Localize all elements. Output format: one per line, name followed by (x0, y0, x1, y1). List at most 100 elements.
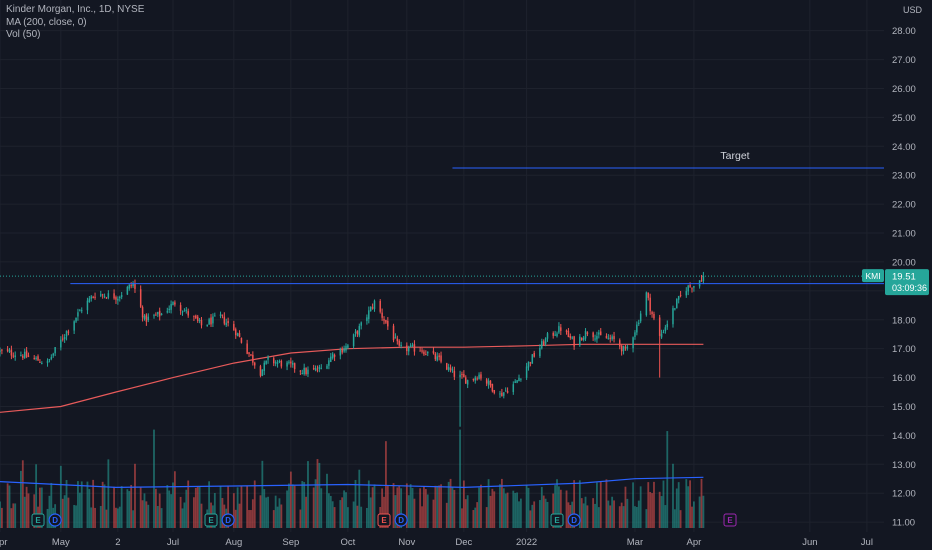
candle-body-156 (413, 344, 416, 352)
volume-bar-3 (8, 485, 11, 528)
volume-bar-37 (99, 506, 102, 528)
volume-bar-244 (649, 492, 652, 528)
candle-body-19 (50, 357, 53, 359)
volume-bar-56 (147, 504, 150, 528)
volume-bar-147 (392, 483, 395, 528)
candle-body-125 (331, 353, 334, 359)
horizontal-levels[interactable]: Target (0, 150, 884, 285)
candle-body-79 (210, 317, 212, 325)
candle-body-116 (307, 369, 309, 375)
candle-body-240 (638, 322, 640, 325)
candle-body-95 (252, 354, 254, 363)
candle-body-26 (67, 331, 70, 333)
candle-body-29 (77, 312, 79, 317)
volume-bar-168 (447, 481, 450, 528)
volume-bar-110 (291, 484, 294, 528)
candle-body-43 (115, 297, 117, 300)
candle-body-154 (409, 345, 412, 347)
candle-body-147 (392, 325, 395, 341)
candle-body-255 (677, 296, 680, 300)
volume-bar-99 (263, 489, 266, 528)
volume-bar-115 (305, 496, 307, 528)
volume-bar-71 (187, 480, 190, 528)
volume-bar-129 (343, 490, 345, 528)
volume-bar-27 (73, 504, 76, 528)
time-tick-2: 2 (115, 537, 120, 548)
candle-body-192 (512, 384, 515, 393)
volume-bar-201 (533, 501, 536, 528)
candle-body-185 (491, 383, 494, 392)
candle-body-28 (75, 317, 77, 322)
candle-body-74 (196, 316, 199, 321)
candle-body-89 (236, 333, 239, 336)
candle-body-20 (52, 353, 54, 356)
candle-body-52 (139, 289, 142, 307)
volume-bar-263 (700, 478, 703, 528)
volume-bar-112 (299, 509, 302, 528)
candle-body-33 (88, 298, 91, 302)
candle-body-92 (246, 343, 248, 354)
candle-body-94 (250, 354, 252, 356)
volume-bar-64 (170, 494, 172, 528)
legend-volume[interactable]: Vol (50) (6, 29, 41, 40)
volume-bar-17 (46, 508, 49, 528)
volume-bar-5 (12, 503, 15, 528)
volume-bar-119 (316, 459, 319, 528)
volume-bar-187 (499, 484, 501, 528)
volume-bar-153 (407, 495, 410, 528)
volume-bar-240 (637, 500, 640, 528)
candle-body-54 (143, 315, 146, 320)
candle-body-81 (214, 315, 216, 317)
candle-body-40 (105, 297, 108, 299)
legend-symbol[interactable]: Kinder Morgan, Inc., 1D, NYSE (6, 4, 145, 15)
candle-body-128 (341, 348, 343, 353)
candle-body-48 (128, 284, 131, 289)
volume-bar-218 (580, 498, 583, 528)
volume-bar-16 (40, 487, 43, 528)
grid-lines (0, 0, 884, 532)
candle-body-139 (369, 306, 372, 312)
volume-bar-192 (512, 490, 515, 528)
volume-bar-239 (635, 506, 638, 528)
candle-body-175 (465, 377, 467, 384)
candle-body-177 (472, 378, 475, 380)
candle-body-206 (546, 333, 549, 339)
event-label-5: D (398, 516, 404, 525)
candle-body-229 (609, 337, 611, 339)
volume-bar-42 (113, 486, 115, 528)
volume-bar-96 (253, 480, 256, 528)
candle-body-76 (200, 320, 203, 326)
candle-body-227 (605, 335, 608, 339)
candle-body-100 (265, 360, 267, 364)
volume-bar-251 (666, 431, 669, 528)
volume-bar-87 (232, 493, 235, 528)
candle-body-210 (558, 326, 560, 333)
volume-bar-54 (143, 493, 146, 528)
candle-body-34 (90, 296, 93, 299)
volume-bar-24 (63, 495, 66, 528)
event-dividend-5 (394, 513, 408, 527)
candle-body-50 (132, 282, 134, 287)
candle-body-245 (651, 312, 653, 315)
candle-body-157 (419, 350, 421, 352)
volume-bar-174 (462, 480, 465, 528)
candle-body-41 (107, 293, 110, 298)
candle-body-253 (674, 308, 676, 310)
volume-bar-65 (172, 482, 174, 528)
candle-body-197 (525, 366, 528, 378)
volume-bar-40 (105, 509, 108, 528)
volume-bar-106 (280, 504, 283, 528)
volume-bar-211 (559, 489, 562, 528)
time-axis[interactable]: Apr May 2 Jul Aug Sep Oct Nov Dec 2022 Mar Apr Jun Ju… (0, 533, 932, 550)
price-tick-16: 27.00 (892, 55, 916, 66)
legend-ma[interactable]: MA (200, close, 0) (6, 16, 87, 28)
volume-bar-264 (702, 495, 705, 528)
candle-body-224 (596, 336, 598, 340)
candle-body-9 (23, 351, 26, 358)
volume-bar-202 (539, 500, 541, 528)
candle-body-57 (153, 315, 155, 317)
candle-body-47 (126, 286, 129, 295)
